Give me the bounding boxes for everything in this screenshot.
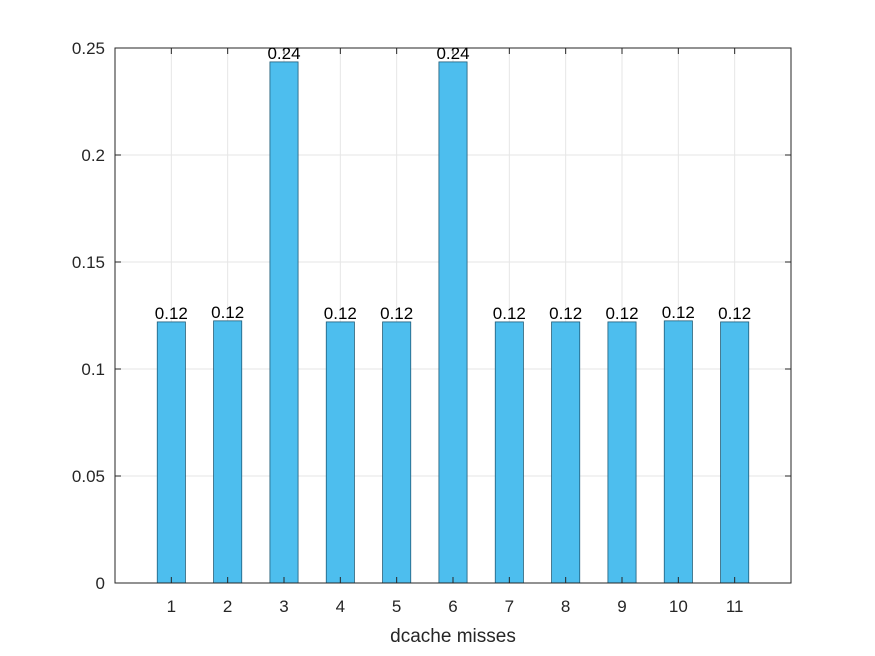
bar-9 <box>607 321 637 584</box>
data-label-3: 0.24 <box>267 44 300 63</box>
axes <box>114 47 792 584</box>
bar-3 <box>269 61 299 584</box>
bars <box>156 61 750 584</box>
x-tick-label: 2 <box>223 597 232 616</box>
data-label-2: 0.12 <box>211 303 244 322</box>
bar-4 <box>325 321 355 584</box>
x-tick-label: 9 <box>617 597 626 616</box>
data-label-11: 0.12 <box>718 304 751 323</box>
data-label-4: 0.12 <box>324 304 357 323</box>
data-label-7: 0.12 <box>493 304 526 323</box>
bar-6 <box>438 61 468 584</box>
data-label-5: 0.12 <box>380 304 413 323</box>
x-tick-label: 3 <box>279 597 288 616</box>
x-tick-label: 11 <box>726 597 744 616</box>
bar-10 <box>663 320 693 584</box>
y-tick-label: 0.25 <box>72 39 105 58</box>
bar-2 <box>213 320 243 584</box>
bar-11 <box>720 321 750 584</box>
labels: 0.12 0.120.240.12 0.120.240.12 0.12 0.12 0.12… <box>72 39 751 616</box>
data-label-10: 0.12 <box>662 303 695 322</box>
data-label-8: 0.12 <box>549 304 582 323</box>
bar-7 <box>494 321 524 584</box>
x-tick-label: 7 <box>505 597 514 616</box>
data-label-6: 0.24 <box>436 44 469 63</box>
data-label-9: 0.12 <box>605 304 638 323</box>
y-tick-label: 0.2 <box>81 146 105 165</box>
bar-8 <box>551 321 581 584</box>
x-tick-label: 4 <box>336 597 345 616</box>
bar-5 <box>382 321 412 584</box>
x-tick-label: 10 <box>669 597 688 616</box>
y-tick-label: 0.05 <box>72 467 105 486</box>
y-tick-label: 0.1 <box>81 360 105 379</box>
x-tick-label: 6 <box>448 597 457 616</box>
y-tick-label: 0 <box>96 574 105 593</box>
data-label-1: 0.12 <box>155 304 188 323</box>
x-tick-label: 8 <box>561 597 570 616</box>
x-axis-title: dcache misses <box>390 626 516 647</box>
bar-1 <box>156 321 186 584</box>
y-tick-label: 0.15 <box>72 253 105 272</box>
x-tick-label: 5 <box>392 597 401 616</box>
x-tick-label: 1 <box>167 597 176 616</box>
